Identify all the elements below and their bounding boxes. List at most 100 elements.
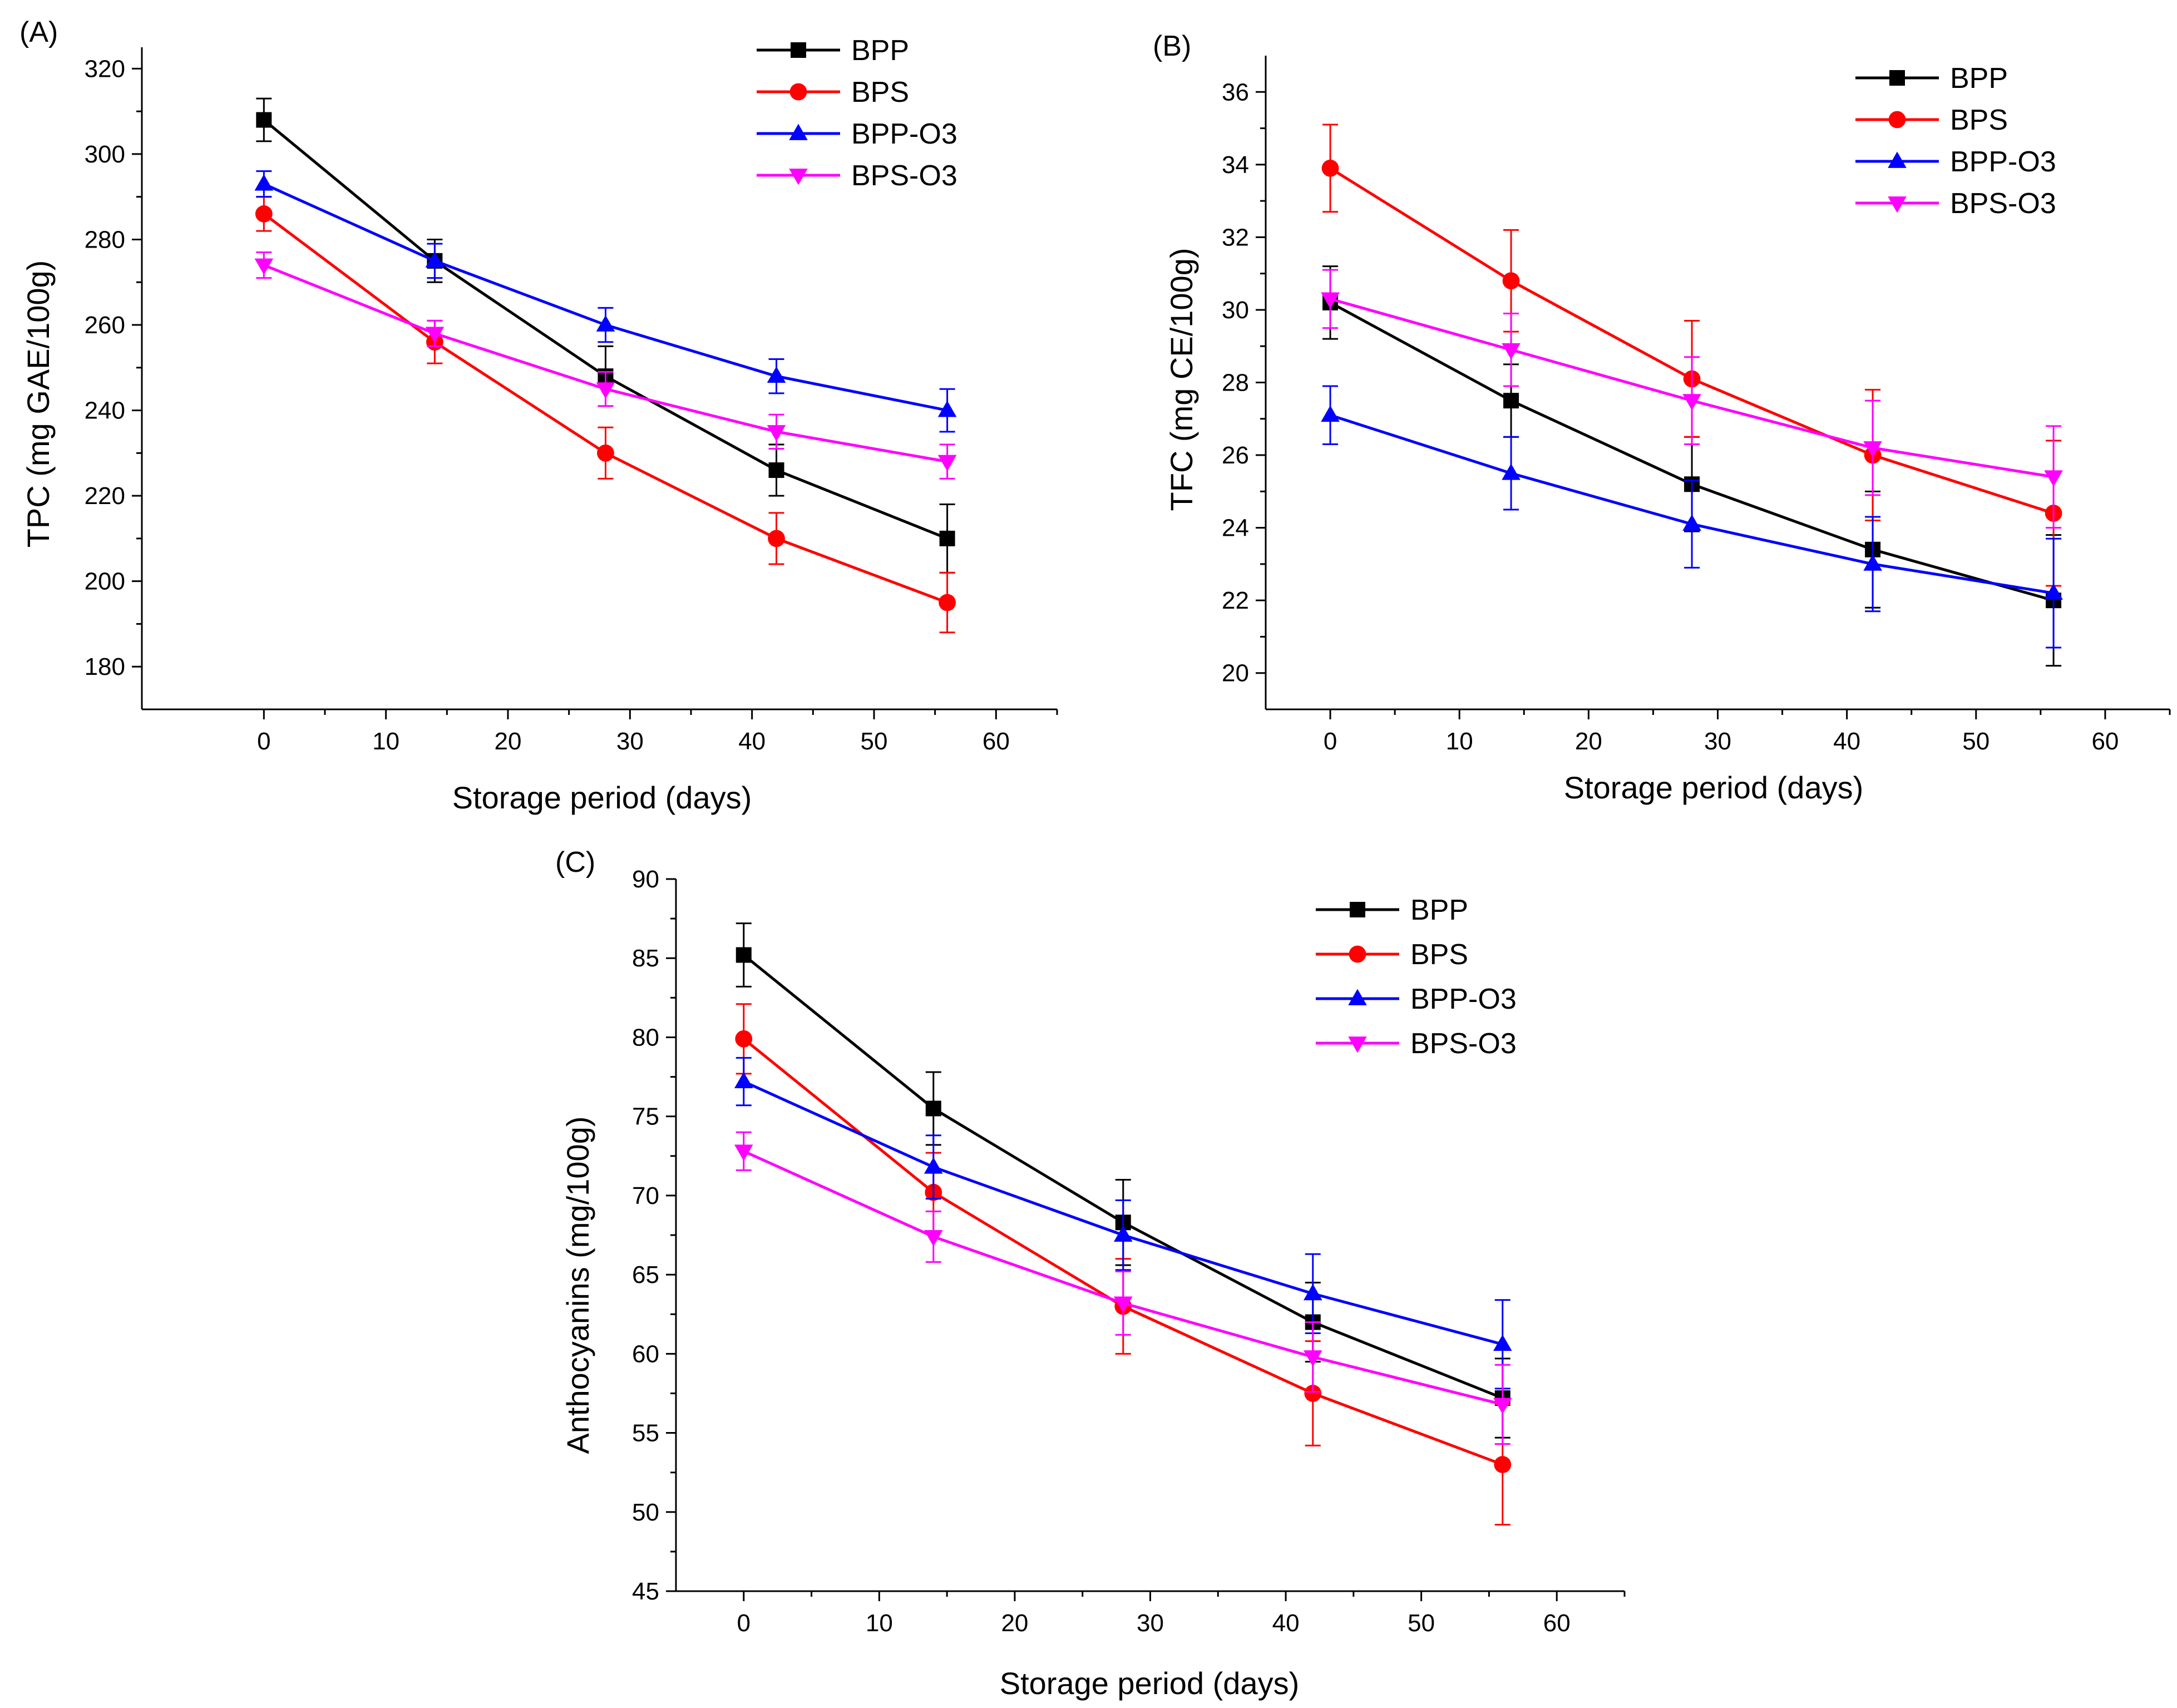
panel-b-chart: (B) Storage period (days) TFC (mg CE/100… (1153, 30, 2171, 805)
panel-a-legend-marker (791, 42, 806, 58)
panel-b-label: (B) (1153, 30, 1191, 62)
panel-c-series-bps-point (1304, 1385, 1322, 1402)
panel-c-y-axis-title: Anthocyanins (mg/100g) (560, 1116, 595, 1454)
panel-b-x-axis-title: Storage period (days) (1564, 770, 1864, 805)
panel-a-legend-marker (789, 83, 807, 101)
panel-a-series-bps-point (768, 530, 785, 547)
panel-c-series-bpp-o3-point (734, 1072, 753, 1088)
panel-c-x-axis-title: Storage period (days) (1000, 1666, 1300, 1701)
panel-a-y-axis-title: TPC (mg GAE/100g) (21, 260, 56, 548)
panel-a-x-tick-label: 40 (738, 728, 766, 755)
panel-a-series-bps-point (255, 205, 273, 223)
panel-a-series-bps-point (597, 444, 614, 462)
panel-c-legend-label: BPS-O3 (1410, 1028, 1517, 1060)
panel-b-series-bps-point (1321, 159, 1339, 177)
panel-b-y-axis-title: TFC (mg CE/100g) (1164, 248, 1199, 511)
panel-c-label: (C) (555, 846, 595, 878)
panel-b-y-tick-label: 34 (1222, 151, 1249, 179)
panel-b-series-bps-point (1502, 272, 1520, 290)
panel-b-x-tick-label: 0 (1324, 728, 1337, 755)
panel-a-y-tick-label: 260 (85, 312, 125, 339)
panel-a-y-tick-label: 320 (85, 55, 125, 82)
panel-b-legend-marker (1888, 196, 1907, 213)
panel-c-y-tick-label: 45 (632, 1578, 659, 1605)
panel-a-legend-label: BPS-O3 (851, 160, 957, 192)
panel-b-x-tick-label: 40 (1833, 728, 1860, 755)
panel-c-series-bps-o3-point (1113, 1296, 1133, 1313)
panel-c-x-tick-label: 30 (1137, 1610, 1164, 1637)
panel-a-series-bpp-point (768, 462, 784, 478)
panel-b-y-tick-label: 20 (1222, 660, 1249, 687)
panel-a-x-axis-title: Storage period (days) (452, 780, 752, 815)
panel-a-legend-label: BPP (851, 34, 909, 67)
panel-b-legend-label: BPS-O3 (1950, 187, 2056, 220)
panel-b-legend: BPP BPS BPP-O3 BPS-O3 (1855, 62, 2056, 220)
panel-c-legend: BPP BPS BPP-O3 BPS-O3 (1316, 894, 1517, 1060)
panel-a-x-tick-label: 50 (861, 728, 888, 755)
panel-c-series-bpp-o3-point (1493, 1334, 1512, 1351)
panel-b-series-bpp-o3-point (1321, 405, 1340, 422)
panel-b-legend-label: BPP (1950, 62, 2008, 95)
panel-b-series-bpp-o3-point (2044, 583, 2063, 600)
panel-b-y-tick-label: 30 (1222, 297, 1249, 324)
panel-a-legend-marker (789, 169, 808, 185)
panel-a-y-tick-label: 280 (85, 226, 125, 253)
panel-b-legend-label: BPP-O3 (1950, 146, 2056, 178)
panel-c-legend-label: BPP (1410, 894, 1468, 926)
panel-c-x-tick-label: 60 (1543, 1610, 1571, 1637)
panel-c-chart: (C) Storage period (days) Anthocyanins (… (555, 846, 1626, 1701)
panel-c-series-bpp-o3-point (1303, 1284, 1322, 1301)
panel-a-series-bpp-o3-point (937, 401, 957, 417)
panel-c-series-bpp-o3-point (1113, 1225, 1133, 1242)
panel-c-y-tick-label: 80 (632, 1024, 659, 1051)
panel-c-x-tick-label: 20 (1001, 1610, 1028, 1637)
panel-b-y-tick-label: 28 (1222, 369, 1249, 397)
panel-c-series-bps-o3-point (1493, 1398, 1512, 1414)
panel-b-x-tick-label: 20 (1575, 728, 1602, 755)
panel-c-y-tick-label: 65 (632, 1261, 659, 1289)
panel-a-y-tick-label: 200 (85, 568, 125, 595)
panel-a-x-tick-label: 10 (372, 728, 399, 755)
panel-a-series-bpp-o3-point (596, 315, 615, 332)
panel-b-y-tick-label: 26 (1222, 442, 1249, 469)
panel-b-legend-marker (1888, 111, 1906, 129)
panel-b-y-tick-label: 32 (1222, 224, 1249, 251)
panel-a-legend-label: BPS (851, 76, 909, 108)
panel-b-x-tick-label: 30 (1704, 728, 1731, 755)
panel-b-y-tick-label: 24 (1222, 515, 1249, 542)
panel-b-series-bps-o3-point (1682, 394, 1701, 411)
panel-a-series-bps-o3-point (767, 425, 786, 442)
panel-a-label: (A) (19, 16, 58, 48)
panel-c-legend-marker (1349, 945, 1366, 963)
panel-c-series-bps-o3-point (1303, 1350, 1322, 1367)
panel-b-series-bps-o3-point (1321, 292, 1340, 309)
panel-a-x-tick-label: 20 (495, 728, 522, 755)
panel-b-series-bps-o3-point (2044, 470, 2063, 487)
panel-a-legend-label: BPP-O3 (851, 118, 957, 150)
panel-c-x-tick-label: 50 (1408, 1610, 1435, 1637)
panel-a-y-tick-label: 300 (85, 141, 125, 168)
panel-b-series-bpp-o3-point (1863, 554, 1882, 571)
panel-c-y-tick-label: 55 (632, 1420, 659, 1447)
panel-a-x-tick-label: 0 (257, 728, 270, 755)
panel-c-x-tick-label: 0 (737, 1610, 751, 1637)
panel-b-series-bpp-o3-point (1502, 463, 1521, 480)
panel-c-legend-marker (1348, 1036, 1367, 1053)
panel-c-series-bpp-o3-point (924, 1157, 943, 1174)
panel-a-series-bps-o3-point (425, 327, 445, 343)
panel-a-chart: (A) Storage period (days) TPC (mg GAE/10… (19, 16, 1058, 815)
panel-a-series-bpp-point (256, 112, 272, 128)
panel-b-x-tick-label: 50 (1962, 728, 1990, 755)
panel-a-series-bps-o3-point (596, 382, 615, 399)
panel-b-legend-marker (1889, 70, 1905, 86)
panel-b-series-bpp-point (1503, 393, 1519, 409)
panel-c-series-bpp-point (925, 1100, 941, 1117)
panel-c-x-tick-label: 40 (1272, 1610, 1300, 1637)
panel-a-y-tick-label: 220 (85, 482, 125, 510)
panel-a-x-tick-label: 60 (983, 728, 1010, 755)
panel-b-series-bps-o3-point (1863, 441, 1882, 458)
panel-a-y-tick-label: 180 (85, 653, 125, 680)
panel-b-legend-marker (1888, 151, 1907, 168)
